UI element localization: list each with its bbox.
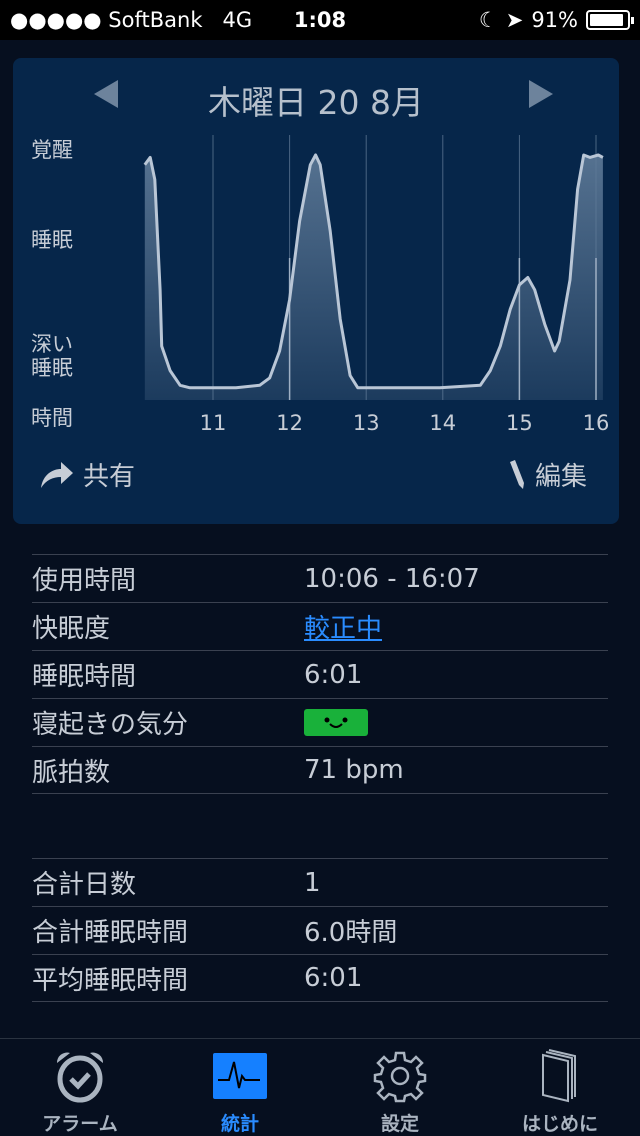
x-tick-14: 14: [429, 411, 456, 435]
pencil-icon: [510, 459, 524, 489]
share-button[interactable]: 共有: [39, 456, 135, 493]
detail-value: 6:01: [304, 659, 363, 690]
tab-settings[interactable]: 設定: [320, 1039, 480, 1136]
carrier: ●●●●● SoftBank: [10, 8, 203, 32]
tab-label: はじめに: [521, 1113, 598, 1135]
total-label: 合計日数: [32, 870, 137, 900]
totals-list: 合計日数 1 合計睡眠時間 6.0時間 平均睡眠時間 6:01: [32, 858, 608, 1002]
sleep-details-list: 使用時間 10:06 - 16:07 快眠度 較正中 睡眠時間 6:01 寝起きの気分…: [32, 554, 608, 794]
x-tick-13: 13: [353, 411, 380, 435]
x-axis-label: 時間: [31, 406, 73, 430]
x-tick-16: 16: [583, 411, 610, 435]
x-tick-15: 15: [506, 411, 533, 435]
date-title: 木曜日 20 8月: [208, 83, 424, 122]
detail-label: 快眠度: [32, 614, 111, 644]
book-icon: [542, 1049, 576, 1103]
pulse-icon: [213, 1053, 267, 1099]
detail-value: 10:06 - 16:07: [304, 563, 480, 594]
gear-icon: [373, 1051, 427, 1103]
x-tick-12: 12: [276, 411, 303, 435]
network: 4G: [222, 8, 253, 32]
total-row-days: 合計日数 1: [32, 858, 608, 906]
edit-button[interactable]: 編集: [507, 456, 587, 493]
smile-mood-icon[interactable]: [304, 709, 368, 736]
location-icon: ➤: [505, 8, 524, 32]
detail-label: 使用時間: [32, 566, 137, 596]
share-label: 共有: [83, 462, 136, 492]
y-label-awake: 覚醒: [31, 138, 73, 162]
detail-label: 脈拍数: [32, 757, 111, 788]
detail-label: 寝起きの気分: [32, 710, 189, 740]
sleep-line: [143, 153, 604, 390]
share-arrow-icon: [41, 461, 73, 488]
tab-label: 設定: [380, 1113, 419, 1135]
status-bar: ●●●●● SoftBank 4G 1:08 ☾ ➤ 91%: [0, 0, 640, 40]
alarm-clock-icon: [56, 1052, 104, 1103]
tab-intro[interactable]: はじめに: [480, 1039, 640, 1136]
y-label-deep-2: 睡眠: [31, 356, 73, 380]
next-day-button[interactable]: [529, 80, 553, 108]
battery-percent: 91%: [531, 8, 578, 32]
sleep-graph-card: 木曜日 20 8月 11 12 13 14 15 16 覚醒 睡眠 深い 睡眠 時間 共有…: [13, 58, 619, 524]
total-label: 合計睡眠時間: [32, 918, 189, 948]
total-label: 平均睡眠時間: [32, 965, 189, 996]
x-tick-11: 11: [200, 411, 227, 435]
tab-bar: アラーム 統計 設定 はじめに: [0, 1038, 640, 1136]
moon-icon: ☾: [478, 8, 498, 32]
detail-row-wakeup-mood: 寝起きの気分: [32, 698, 608, 746]
y-label-deep-1: 深い: [31, 332, 73, 356]
edit-label: 編集: [535, 462, 588, 492]
y-label-sleep: 睡眠: [31, 228, 73, 252]
detail-label: 睡眠時間: [32, 662, 137, 692]
total-value: 6:01: [304, 963, 363, 993]
tab-stats[interactable]: 統計: [160, 1039, 320, 1136]
detail-row-sleep-time: 睡眠時間 6:01: [32, 650, 608, 698]
detail-row-quality: 快眠度 較正中: [32, 602, 608, 650]
total-row-sleep: 合計睡眠時間 6.0時間: [32, 906, 608, 954]
detail-value: 71 bpm: [304, 755, 404, 785]
sleep-graph: 11 12 13 14 15 16: [143, 135, 610, 435]
detail-row-usage: 使用時間 10:06 - 16:07: [32, 554, 608, 602]
total-row-average: 平均睡眠時間 6:01: [32, 954, 608, 1002]
previous-day-button[interactable]: [94, 80, 118, 108]
tab-label: アラーム: [42, 1113, 118, 1135]
sleep-area: [144, 155, 603, 400]
total-value: 1: [304, 867, 321, 898]
calibrating-link[interactable]: 較正中: [304, 614, 383, 644]
detail-row-pulse: 脈拍数 71 bpm: [32, 746, 608, 794]
tab-label: 統計: [220, 1113, 259, 1135]
total-value: 6.0時間: [304, 918, 398, 948]
tab-alarm[interactable]: アラーム: [0, 1039, 160, 1136]
battery-icon: [586, 10, 634, 30]
